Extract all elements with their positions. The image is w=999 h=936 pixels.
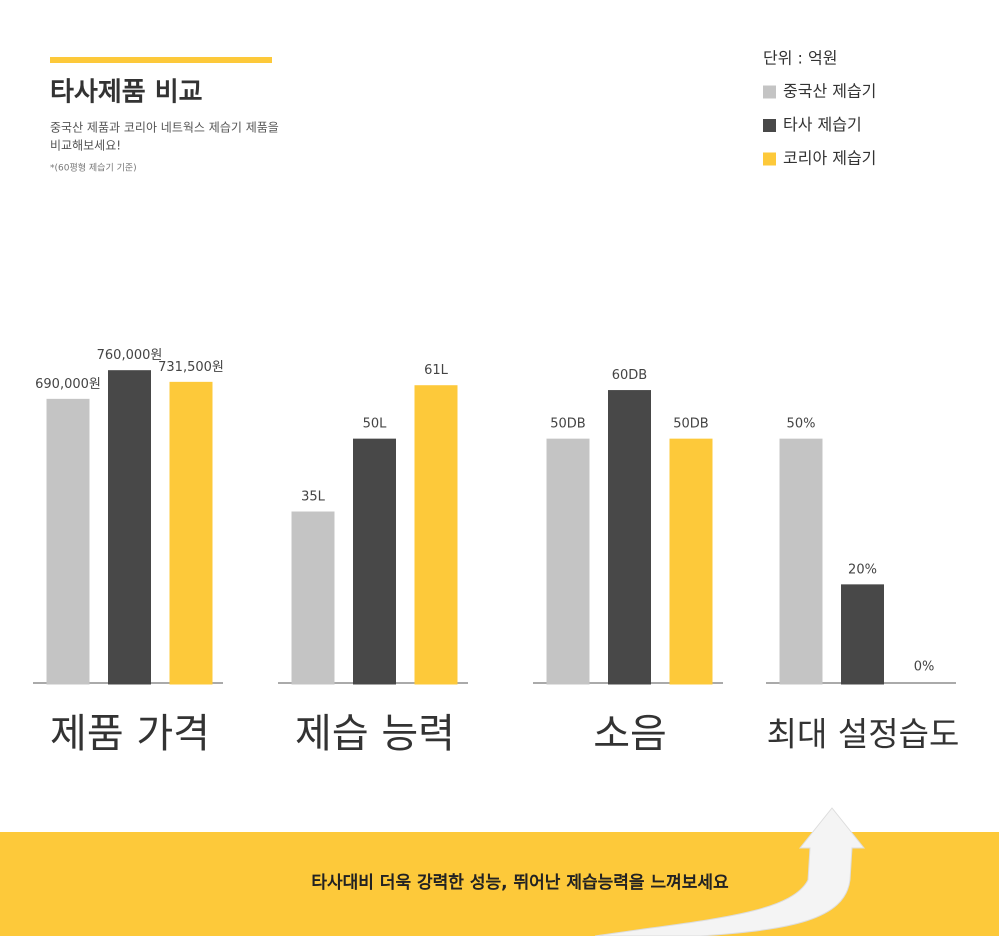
legend-label: 타사 제습기 bbox=[783, 115, 862, 134]
bar bbox=[169, 381, 213, 685]
legend-swatch bbox=[763, 152, 776, 166]
bar bbox=[669, 438, 713, 685]
value-label: 760,000원 bbox=[97, 348, 163, 363]
value-label: 0% bbox=[914, 660, 935, 675]
legend-swatch bbox=[763, 119, 776, 132]
bar bbox=[608, 390, 651, 685]
value-label: 60DB bbox=[612, 368, 647, 383]
bar bbox=[841, 584, 884, 685]
group-label: 소음 bbox=[593, 711, 667, 757]
banner-text: 타사대비 더욱 강력한 성능, 뛰어난 제습능력을 느껴보세요 bbox=[311, 873, 729, 893]
bar bbox=[108, 370, 151, 685]
group-label: 제습 능력 bbox=[295, 711, 455, 757]
bar bbox=[546, 438, 590, 685]
legend-label: 중국산 제습기 bbox=[783, 82, 876, 101]
bar bbox=[291, 511, 335, 685]
title-accent bbox=[50, 57, 272, 63]
note: *(60평형 제습기 기준) bbox=[50, 163, 137, 174]
legend-swatch bbox=[763, 85, 776, 99]
legend-unit: 단위 : 억원 bbox=[763, 49, 837, 68]
description: 중국산 제품과 코리아 네트웍스 제습기 제품을 bbox=[50, 121, 279, 135]
bar bbox=[353, 438, 396, 685]
title: 타사제품 비교 bbox=[50, 78, 203, 108]
group-label: 제품 가격 bbox=[50, 711, 210, 757]
value-label: 50DB bbox=[550, 417, 585, 432]
legend-label: 코리아 제습기 bbox=[783, 149, 876, 168]
description: 비교해보세요! bbox=[50, 139, 121, 153]
bar bbox=[779, 438, 823, 685]
bar bbox=[414, 385, 458, 685]
value-label: 20% bbox=[848, 562, 877, 577]
group-label: 최대 설정습도 bbox=[767, 715, 960, 754]
value-label: 50DB bbox=[673, 417, 708, 432]
value-label: 731,500원 bbox=[158, 360, 224, 375]
arrow-graphic bbox=[594, 807, 866, 936]
value-label: 61L bbox=[424, 363, 449, 378]
value-label: 50% bbox=[787, 417, 816, 432]
bar bbox=[46, 398, 90, 685]
value-label: 50L bbox=[363, 417, 388, 432]
value-label: 35L bbox=[301, 490, 326, 505]
value-label: 690,000원 bbox=[35, 377, 101, 392]
